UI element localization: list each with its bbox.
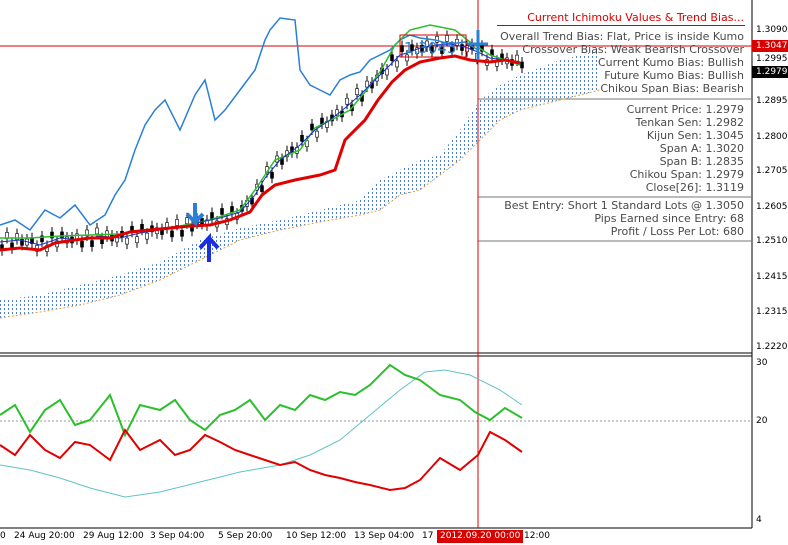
- price-tick: 1.2220: [756, 342, 788, 352]
- time-label: 0: [0, 531, 6, 541]
- chikou-span-line: [0, 17, 479, 232]
- price-tick: 1.2510: [756, 236, 788, 246]
- price-tick: 1.2800: [756, 132, 788, 142]
- adx-plus-di-line: [0, 363, 523, 438]
- kijun-thick-line: [0, 54, 521, 252]
- overlay-header: Current Ichimoku Values & Trend Bias...: [527, 11, 744, 24]
- time-label: 3 Sep 04:00: [150, 531, 205, 541]
- price-tick: 1.2895: [756, 96, 788, 106]
- price-tick: 1.3090: [756, 25, 788, 35]
- cursor-cross-icon: [468, 30, 488, 60]
- time-label: 5 Sep 20:00: [218, 531, 273, 541]
- value-line-6: Close[26]: 1.3119: [645, 181, 744, 194]
- time-label: 17: [422, 531, 434, 541]
- trend-line-4: Chikou Span Bias: Bearish: [600, 82, 744, 95]
- up-arrow-icon: [198, 232, 220, 262]
- entry-box: [399, 34, 467, 58]
- indicator-tick: 20: [756, 416, 768, 426]
- value-line-1: Tenkan Sen: 1.2982: [635, 116, 744, 129]
- crosshair-time-label: 2012.09.20 00:00: [437, 530, 524, 543]
- trend-line-0: Overall Trend Bias: Flat, Price is insid…: [500, 30, 744, 43]
- price-tag-kijun: 1.3047: [752, 40, 788, 52]
- value-line-3: Span A: 1.3020: [659, 142, 744, 155]
- time-label: 13 Sep 04:00: [354, 531, 415, 541]
- trend-line-2: Current Kumo Bias: Bullish: [597, 56, 744, 69]
- time-label: 29 Aug 12:00: [83, 531, 144, 541]
- price-tick: 1.2315: [756, 307, 788, 317]
- time-label: 10 Sep 12:00: [286, 531, 347, 541]
- indicator-tick: 30: [756, 358, 768, 368]
- time-label: 24 Aug 20:00: [14, 531, 75, 541]
- price-tick: 1.2705: [756, 166, 788, 176]
- adx-main-line: [0, 369, 523, 498]
- entry-box-label: 1.3045: [404, 39, 457, 57]
- entry-line-1: Pips Earned since Entry: 68: [594, 212, 744, 225]
- entry-line-2: Profit / Loss Per Lot: 680: [610, 225, 744, 238]
- value-line-0: Current Price: 1.2979: [626, 103, 744, 116]
- time-label: 12:00: [524, 531, 550, 541]
- indicator-tick: 4: [756, 515, 762, 525]
- kumo-cloud: [0, 50, 601, 319]
- price-tick: 1.2415: [756, 272, 788, 282]
- entry-line-0: Best Entry: Short 1 Standard Lots @ 1.30…: [504, 199, 744, 212]
- value-line-4: Span B: 1.2835: [659, 155, 744, 168]
- value-line-5: Chikou Span: 1.2979: [629, 168, 744, 181]
- price-tick: 1.2605: [756, 202, 788, 212]
- trend-line-3: Future Kumo Bias: Bullish: [604, 69, 744, 82]
- adx-minus-di-line: [0, 428, 523, 492]
- overlay-header-underline: [497, 25, 745, 26]
- price-tag-current: 1.2979: [752, 66, 788, 78]
- trend-line-1: Crossover Bias: Weak Bearish Crossover: [522, 43, 744, 56]
- tenkan-sen-line: [0, 43, 521, 246]
- down-arrow-icon: [185, 203, 205, 227]
- value-line-2: Kijun Sen: 1.3045: [646, 129, 744, 142]
- price-tick: 1.2995: [756, 54, 788, 64]
- candles: [0, 30, 524, 257]
